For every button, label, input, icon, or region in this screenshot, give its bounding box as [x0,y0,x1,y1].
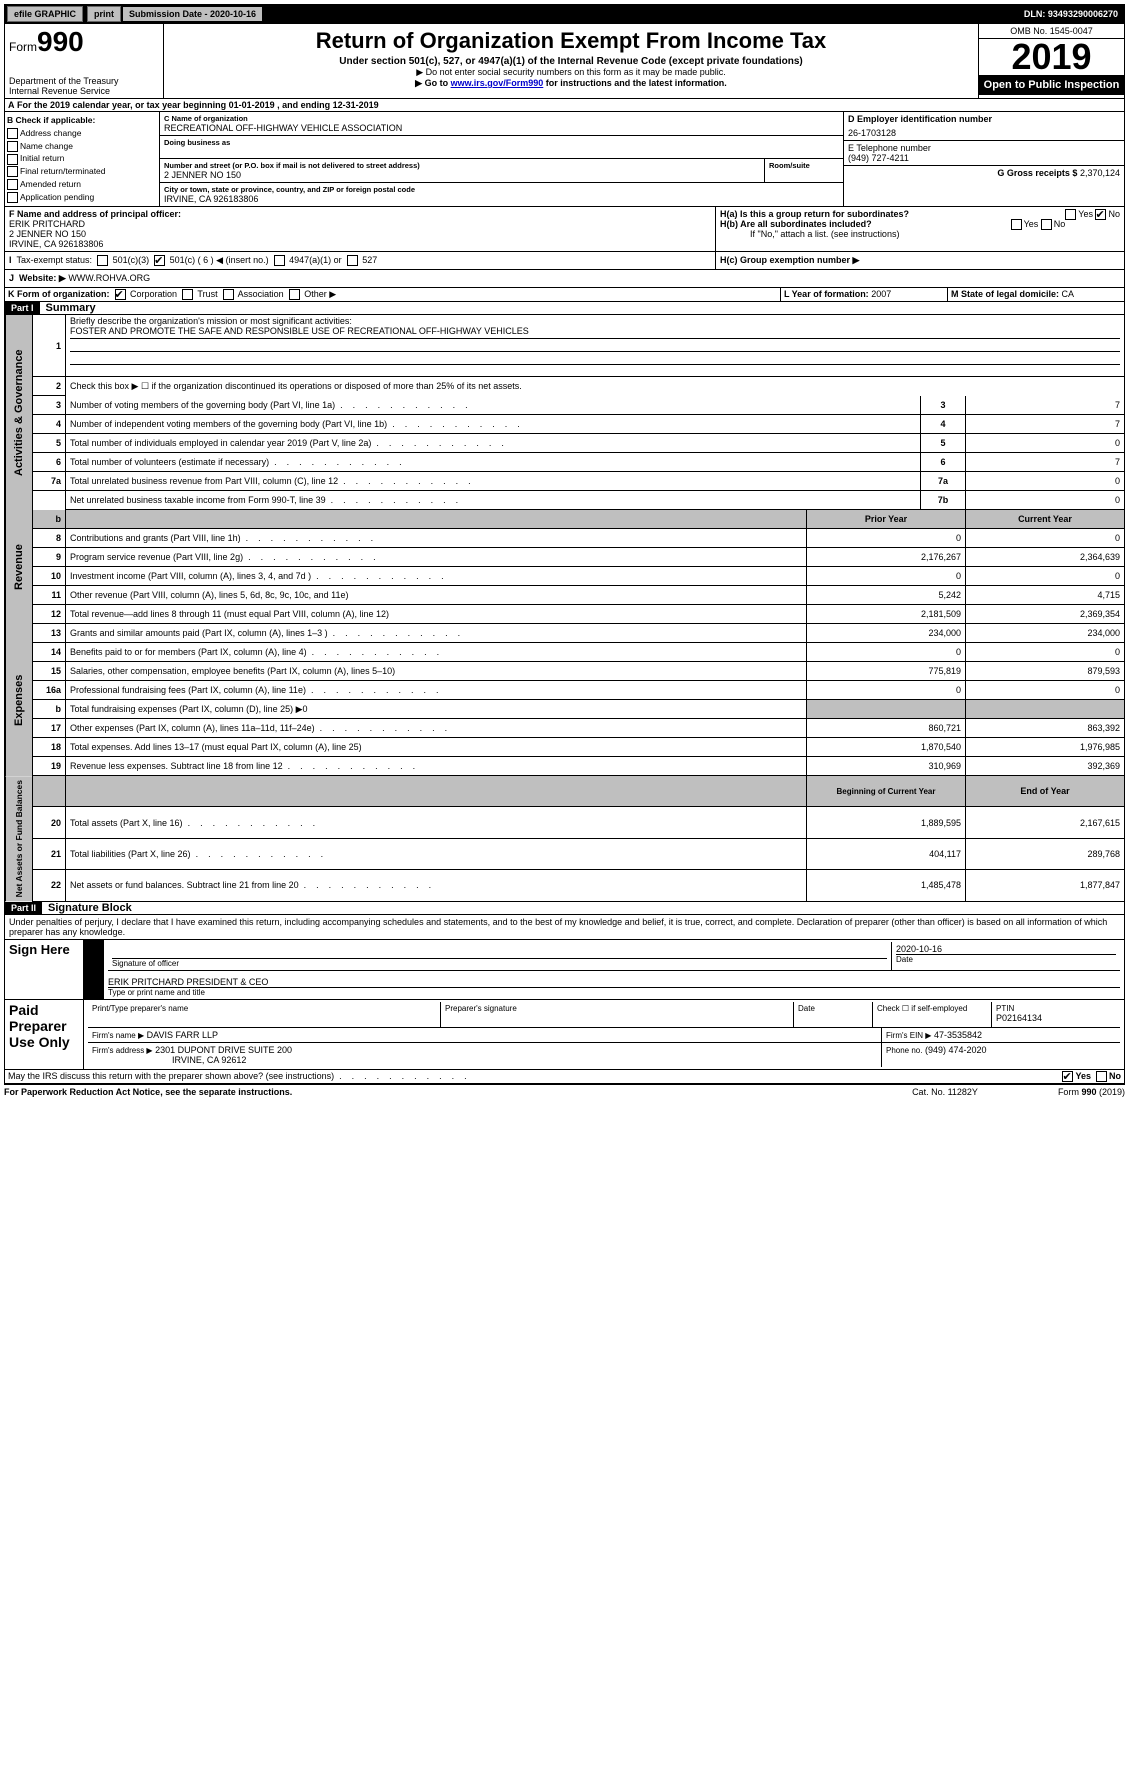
gross-receipts: 2,370,124 [1080,168,1120,178]
vtab-activities: Activities & Governance [5,315,32,510]
v3: 7 [966,396,1125,415]
sign-bar [84,940,104,999]
efile-button[interactable]: efile GRAPHIC [7,6,83,22]
d-ein-label: D Employer identification number [848,114,1120,124]
g-receipts-label: G Gross receipts $ [997,168,1077,178]
vtab-revenue: Revenue [5,510,32,624]
v7b: 0 [966,491,1125,510]
part1-header: Part I [5,302,40,314]
subtitle-3: ▶ Go to www.irs.gov/Form990 for instruct… [168,78,974,89]
sig-officer-label: Signature of officer [112,959,887,968]
e-phone-label: E Telephone number [848,143,1120,153]
part2-header: Part II [5,902,42,914]
officer-typed-name: ERIK PRITCHARD PRESIDENT & CEO [108,977,1120,988]
subtitle-1: Under section 501(c), 527, or 4947(a)(1)… [168,56,974,67]
dba-label: Doing business as [164,138,839,147]
tax-year: 2019 [979,39,1124,75]
h-b: H(b) Are all subordinates included? Yes … [720,219,1120,229]
firm-addr1: 2301 DUPONT DRIVE SUITE 200 [155,1045,292,1055]
perjury-text: Under penalties of perjury, I declare th… [4,915,1125,940]
footer-pra: For Paperwork Reduction Act Notice, see … [4,1087,292,1097]
footer-cat: Cat. No. 11282Y [912,1087,978,1097]
room-label: Room/suite [769,161,839,170]
firm-phone: (949) 474-2020 [925,1045,987,1055]
discuss-question: May the IRS discuss this return with the… [8,1071,467,1081]
ein-value: 26-1703128 [848,128,1120,138]
firm-addr2: IRVINE, CA 92612 [92,1055,246,1065]
dept-treasury: Department of the Treasury Internal Reve… [9,76,159,96]
org-name: RECREATIONAL OFF-HIGHWAY VEHICLE ASSOCIA… [164,123,839,133]
open-public-badge: Open to Public Inspection [979,75,1124,95]
org-city: IRVINE, CA 926183806 [164,194,839,204]
state-domicile: CA [1062,289,1075,299]
h-c: H(c) Group exemption number ▶ [720,255,859,265]
print-button[interactable]: print [87,6,121,22]
firm-name: DAVIS FARR LLP [147,1030,218,1040]
year-formation: 2007 [871,289,891,299]
subtitle-2: ▶ Do not enter social security numbers o… [168,67,974,78]
h-a: H(a) Is this a group return for subordin… [720,209,1120,219]
phone-value: (949) 727-4211 [848,153,1120,163]
k-label: K Form of organization: [8,289,110,299]
c-name-label: C Name of organization [164,114,839,123]
firm-ein: 47-3535842 [934,1030,982,1040]
v5: 0 [966,434,1125,453]
line-A: A For the 2019 calendar year, or tax yea… [4,99,1125,112]
form-header: Form990 Department of the Treasury Inter… [4,24,1125,99]
irs-link[interactable]: www.irs.gov/Form990 [451,78,544,88]
j-label: Website: ▶ [19,273,66,284]
city-label: City or town, state or province, country… [164,185,839,194]
org-address: 2 JENNER NO 150 [164,170,760,180]
officer-addr2: IRVINE, CA 926183806 [9,239,711,249]
part2-title: Signature Block [42,902,132,914]
mission-text: FOSTER AND PROMOTE THE SAFE AND RESPONSI… [70,326,529,336]
form-title: Return of Organization Exempt From Incom… [168,28,974,54]
dln: DLN: 93493290006270 [1018,7,1124,21]
addr-label: Number and street (or P.O. box if mail i… [164,161,760,170]
part1-title: Summary [40,302,96,314]
footer-form: Form 990 (2019) [1058,1087,1125,1097]
col-B-checkboxes: B Check if applicable: Address change Na… [5,112,160,206]
f-officer-label: F Name and address of principal officer: [9,209,711,219]
ptin: P02164134 [996,1013,1116,1023]
h-b-note: If "No," attach a list. (see instruction… [720,229,1120,239]
i-label: Tax-exempt status: [17,255,93,265]
sign-here-label: Sign Here [5,940,84,999]
submission-date: Submission Date - 2020-10-16 [123,7,262,21]
officer-name: ERIK PRITCHARD [9,219,711,229]
officer-addr1: 2 JENNER NO 150 [9,229,711,239]
vtab-netassets: Net Assets or Fund Balances [5,776,32,901]
v7a: 0 [966,472,1125,491]
v6: 7 [966,453,1125,472]
vtab-expenses: Expenses [5,624,32,776]
paid-preparer-label: Paid Preparer Use Only [5,1000,84,1069]
website-value: WWW.ROHVA.ORG [68,273,150,284]
form-number: Form990 [9,26,159,58]
top-bar: efile GRAPHIC print Submission Date - 20… [4,4,1125,24]
v4: 7 [966,415,1125,434]
section-BCDEFGH: B Check if applicable: Address change Na… [4,112,1125,288]
sign-date: 2020-10-16 [896,944,1116,954]
